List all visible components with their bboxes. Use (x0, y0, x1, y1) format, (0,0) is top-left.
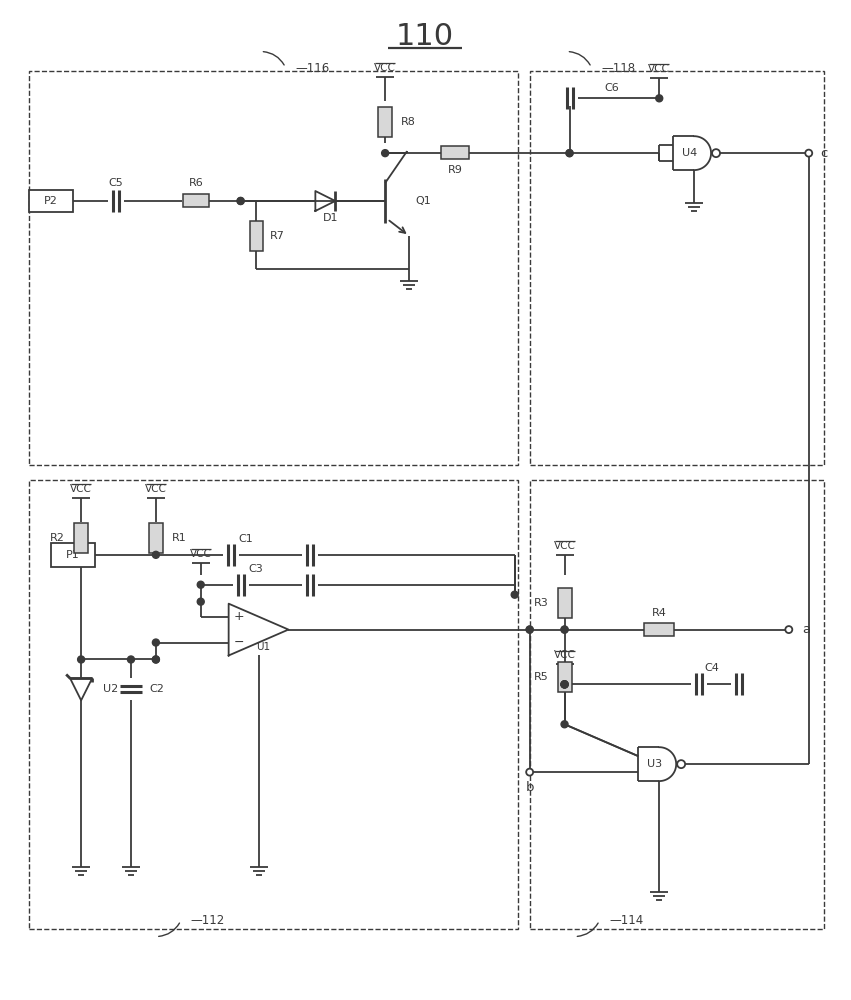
Text: a: a (802, 623, 811, 636)
Text: R2: R2 (50, 533, 66, 543)
Text: R8: R8 (401, 117, 416, 127)
Circle shape (561, 626, 568, 633)
Text: P2: P2 (44, 196, 58, 206)
Circle shape (785, 626, 792, 633)
Circle shape (128, 656, 134, 663)
Text: U1: U1 (256, 642, 271, 652)
Bar (249, 221, 263, 251)
Bar (29, 480, 517, 929)
Text: R3: R3 (534, 598, 549, 608)
Bar (529, 480, 824, 929)
Text: C1: C1 (238, 534, 253, 544)
Circle shape (561, 681, 568, 688)
Text: —114: —114 (609, 914, 643, 927)
Text: U4: U4 (682, 148, 697, 158)
Text: 110: 110 (396, 22, 454, 51)
Bar (557, 588, 572, 618)
Text: VCC: VCC (145, 484, 167, 494)
Bar (149, 523, 163, 553)
Text: c: c (820, 147, 827, 160)
Circle shape (197, 598, 204, 605)
Text: VCC: VCC (648, 64, 671, 74)
Text: R6: R6 (188, 178, 203, 188)
Text: VCC: VCC (374, 63, 396, 73)
Circle shape (237, 197, 244, 204)
Circle shape (197, 581, 204, 588)
Circle shape (561, 681, 568, 688)
Circle shape (561, 681, 568, 688)
Circle shape (526, 769, 533, 776)
Text: C4: C4 (704, 663, 719, 673)
Text: b: b (525, 781, 534, 794)
Circle shape (712, 149, 720, 157)
Text: VCC: VCC (554, 650, 575, 660)
Text: —118: —118 (602, 62, 636, 75)
Text: R7: R7 (270, 231, 284, 241)
Circle shape (561, 626, 568, 633)
Circle shape (381, 150, 389, 157)
Bar (51, 543, 95, 567)
Text: R1: R1 (172, 533, 186, 543)
Circle shape (237, 197, 244, 204)
Text: C5: C5 (109, 178, 123, 188)
Circle shape (77, 656, 84, 663)
Text: R9: R9 (448, 165, 462, 175)
Text: R5: R5 (534, 672, 549, 682)
Circle shape (526, 626, 533, 633)
Text: U3: U3 (647, 759, 662, 769)
Text: −: − (233, 636, 244, 649)
Circle shape (561, 681, 568, 688)
Bar (29, 71, 517, 465)
Bar (441, 146, 469, 159)
Bar (74, 523, 89, 553)
Bar (529, 71, 824, 465)
Bar (183, 194, 208, 207)
Text: VCC: VCC (70, 484, 92, 494)
Text: C2: C2 (149, 684, 163, 694)
Circle shape (677, 760, 685, 768)
Circle shape (805, 150, 812, 157)
Text: VCC: VCC (554, 541, 575, 551)
Bar (557, 662, 572, 692)
Text: C6: C6 (604, 83, 620, 93)
Text: —116: —116 (295, 62, 329, 75)
Text: D1: D1 (323, 213, 338, 223)
Circle shape (152, 639, 159, 646)
Text: —112: —112 (191, 914, 225, 927)
Text: VCC: VCC (190, 549, 212, 559)
Circle shape (656, 95, 663, 102)
Bar (29, 190, 73, 212)
Circle shape (566, 150, 573, 157)
Circle shape (152, 551, 159, 558)
Circle shape (152, 656, 159, 663)
Text: C3: C3 (248, 564, 263, 574)
Circle shape (511, 591, 518, 598)
Text: R4: R4 (652, 608, 666, 618)
Circle shape (152, 656, 159, 663)
Bar (378, 107, 392, 137)
Circle shape (566, 150, 573, 157)
Bar (644, 623, 674, 636)
Circle shape (561, 721, 568, 728)
Text: +: + (233, 610, 244, 623)
Text: Q1: Q1 (415, 196, 431, 206)
Text: P1: P1 (66, 550, 80, 560)
Text: U2: U2 (103, 684, 118, 694)
Circle shape (526, 626, 533, 633)
